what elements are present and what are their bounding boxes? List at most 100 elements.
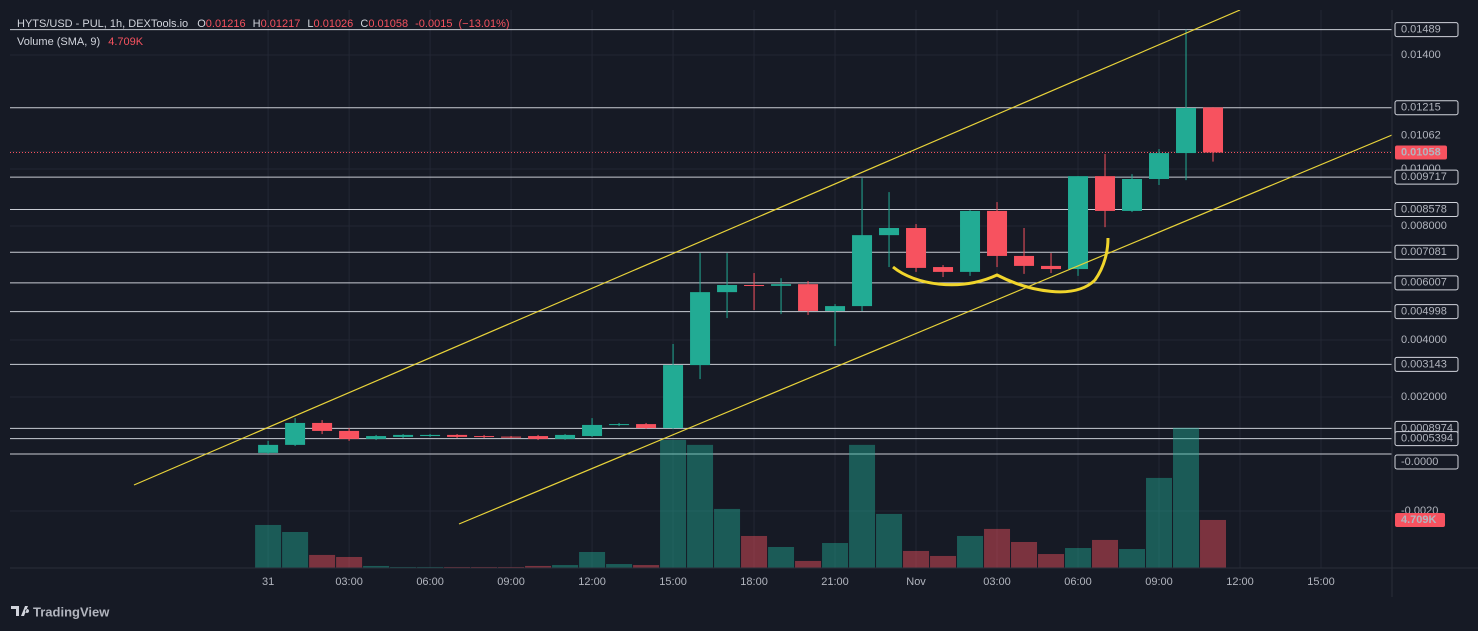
- x-tick-label: 15:00: [659, 576, 687, 588]
- candle-body: [852, 235, 873, 307]
- pattern-curve: [892, 237, 1110, 294]
- x-tick-label: 06:00: [1064, 576, 1092, 588]
- x-tick-label: 09:00: [497, 576, 525, 588]
- candle-body: [528, 436, 549, 439]
- volume-bar: [795, 560, 822, 568]
- volume-bar: [768, 546, 795, 568]
- volume-bar: [984, 528, 1011, 568]
- volume-name: Volume (SMA, 9): [17, 36, 100, 48]
- ohlc-letter: O: [197, 18, 206, 30]
- volume-bar: [282, 531, 309, 568]
- last-price-box: [1395, 145, 1447, 160]
- logo: TradingView: [11, 604, 110, 619]
- volume-bar: [714, 508, 741, 568]
- candle-body: [1149, 153, 1170, 179]
- candle-body: [258, 444, 279, 453]
- level-label: 0.009717: [1401, 171, 1447, 183]
- volume-bar: [390, 566, 417, 568]
- volume-bar: [498, 566, 525, 568]
- candle-body: [906, 228, 927, 268]
- brand: TradingView: [33, 604, 110, 619]
- candle-body: [663, 365, 684, 429]
- volume-bar: [363, 565, 390, 568]
- candle-body: [825, 306, 846, 311]
- level-label-box: [1394, 356, 1459, 372]
- candle-body: [447, 434, 468, 437]
- volume-bar: [849, 444, 876, 568]
- volume-bar: [687, 444, 714, 568]
- ohlc-value: 0.01216: [206, 18, 246, 30]
- candle-body: [312, 422, 333, 431]
- volume-legend: Volume (SMA, 9) 4.709K: [17, 36, 144, 48]
- candle-body: [393, 434, 414, 437]
- volume-bar: [309, 554, 336, 568]
- candle-body: [744, 285, 765, 287]
- level-label: 0.006007: [1401, 277, 1447, 289]
- volume-bar: [444, 566, 471, 568]
- ohlc-value: 0.01058: [368, 18, 408, 30]
- ohlc-letter: C: [360, 18, 368, 30]
- y-tick-label: 0.002000: [1401, 391, 1447, 403]
- candle-body: [798, 284, 819, 311]
- volume-label: 4.709K: [1401, 514, 1437, 526]
- level-label: 0.008578: [1401, 203, 1447, 215]
- volume-bar: [876, 513, 903, 568]
- volume-bar: [1065, 548, 1092, 568]
- candle-body: [339, 430, 360, 439]
- trend-line: [458, 134, 1392, 525]
- y-tick-label: 0.01062: [1401, 129, 1441, 141]
- y-tick-label: 0.01400: [1401, 49, 1441, 61]
- level-label-box: [1394, 100, 1459, 116]
- candle-body: [960, 210, 981, 272]
- volume-bar: [1119, 549, 1146, 568]
- volume-bar: [957, 535, 984, 568]
- volume-bar: [1011, 541, 1038, 568]
- level-label: 0.003143: [1401, 358, 1447, 370]
- x-tick-label: Nov: [906, 576, 926, 588]
- level-label: 0.004998: [1401, 305, 1447, 317]
- candle-body: [420, 434, 441, 437]
- x-tick-label: 06:00: [416, 576, 444, 588]
- volume-bar: [633, 565, 660, 568]
- candle-body: [609, 424, 630, 426]
- candle-body: [1068, 176, 1089, 270]
- candle-body: [582, 424, 603, 437]
- volume-value: 4.709K: [108, 36, 144, 48]
- candle-body: [1041, 265, 1062, 270]
- trend-line: [133, 10, 1241, 486]
- candle-body: [366, 436, 387, 439]
- candle-body: [771, 284, 792, 286]
- candle-body: [474, 436, 495, 438]
- volume-bar: [741, 535, 768, 568]
- candle-body: [987, 210, 1008, 256]
- axes: 31 03:00 06:00 09:00 12:00 15:00 18:00 21:00 Nov…: [262, 22, 1459, 588]
- level-label-box: [1394, 244, 1459, 260]
- candle-body: [879, 228, 900, 236]
- x-tick-label: 15:00: [1307, 576, 1335, 588]
- x-tick-label: 21:00: [821, 576, 849, 588]
- candle-body: [1176, 108, 1197, 154]
- x-tick-label: 09:00: [1145, 576, 1173, 588]
- volume-bar: [660, 439, 687, 568]
- y-tick-label: 0.004000: [1401, 334, 1447, 346]
- volume: [255, 427, 1227, 568]
- candle-body: [1203, 107, 1224, 153]
- volume-bar: [606, 564, 633, 568]
- candle-body: [636, 424, 657, 429]
- candle-body: [501, 436, 522, 438]
- candle-body: [285, 422, 306, 445]
- ohlc-letter: H: [253, 18, 261, 30]
- candle-body: [1014, 255, 1035, 266]
- level-label: 0.01489: [1401, 24, 1441, 36]
- candle-body: [690, 292, 711, 366]
- level-label: 0.007081: [1401, 246, 1447, 258]
- legend-line: HYTS/USD - PUL, 1h, DEXTools.io O0.01216…: [17, 18, 510, 30]
- level-label-box: [1394, 275, 1459, 291]
- candle-body: [1122, 178, 1143, 211]
- candle-body: [933, 267, 954, 272]
- candles: [258, 29, 1224, 455]
- volume-bar: [1038, 554, 1065, 568]
- level-label-box: [1394, 304, 1459, 320]
- volume-bar: [822, 543, 849, 568]
